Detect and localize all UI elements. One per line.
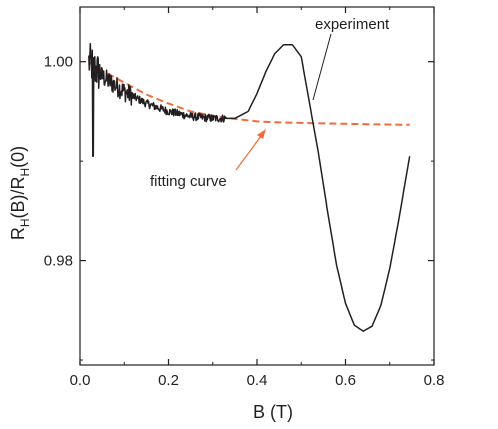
y-axis-label: RH(B)/RH(0)	[8, 146, 32, 240]
y-label-r: R	[8, 227, 28, 240]
y-tick-label: 1.00	[44, 54, 73, 71]
series-layer	[88, 42, 411, 332]
y-label-end: (0)	[8, 146, 28, 168]
annotation-fitting-curve-arrowhead	[257, 129, 266, 139]
series-fitting-curve	[88, 61, 410, 126]
annotation-experiment: experiment	[315, 16, 390, 33]
annotation-fitting-curve-pointer	[235, 131, 265, 171]
annotation-experiment-pointer	[312, 33, 332, 101]
x-axis-label: B (T)	[253, 402, 293, 422]
x-tick-label: 0.8	[424, 372, 445, 389]
x-axis-ticks: 0.0 0.2 0.4 0.6 0.8	[70, 7, 445, 389]
y-axis-ticks: 0.98 1.00	[44, 54, 434, 361]
x-tick-label: 0.0	[70, 372, 91, 389]
y-tick-label: 0.98	[44, 253, 73, 270]
x-tick-label: 0.4	[247, 372, 268, 389]
x-tick-label: 0.2	[158, 372, 179, 389]
y-label-sub-2: H	[18, 168, 32, 177]
x-tick-label: 0.6	[335, 372, 356, 389]
annotation-fitting-curve: fitting curve	[150, 173, 227, 190]
y-label-sub-1: H	[18, 219, 32, 228]
plot-frame	[79, 6, 435, 366]
y-label-middle: (B)/R	[8, 177, 28, 219]
series-experiment	[88, 42, 411, 332]
